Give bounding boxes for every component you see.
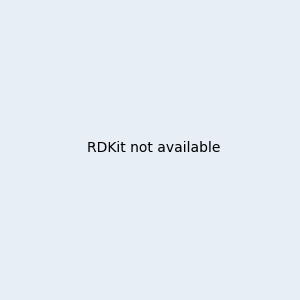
Text: RDKit not available: RDKit not available bbox=[87, 140, 220, 154]
